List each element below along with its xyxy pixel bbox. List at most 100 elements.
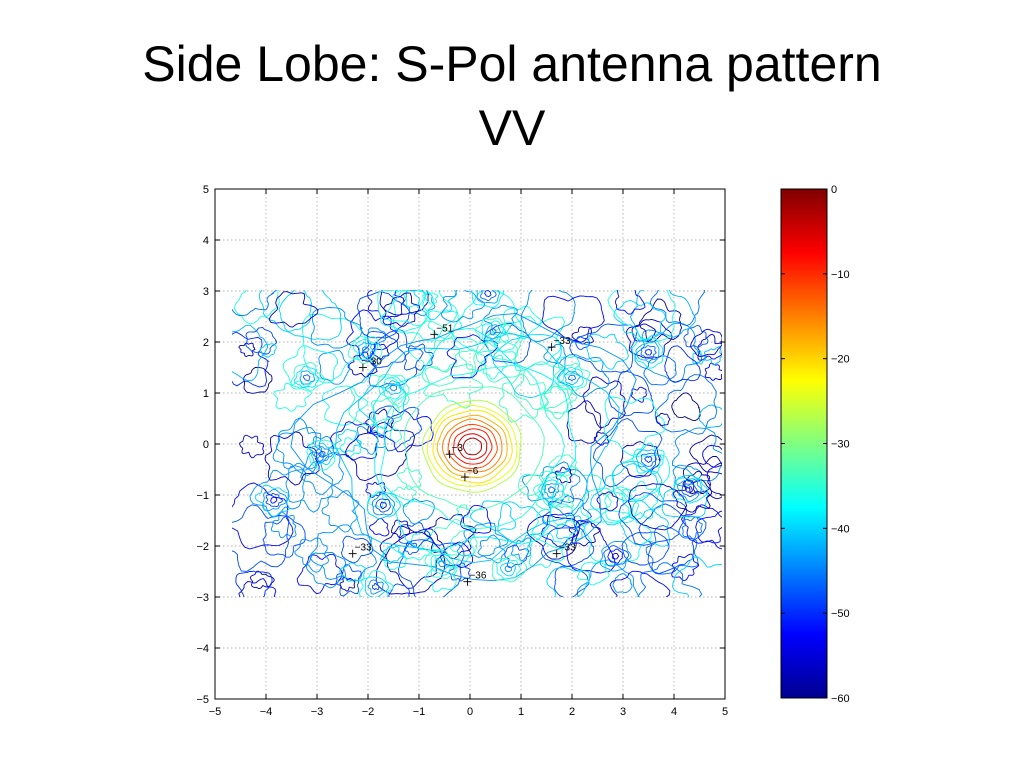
sidelobe-contour [408, 320, 479, 387]
sidelobe-contour [238, 578, 277, 597]
sidelobe-contour [692, 350, 706, 365]
slide-title: Side Lobe: S-Pol antenna pattern [142, 36, 882, 92]
feature-contour [681, 483, 698, 497]
sidelobe-contour [618, 492, 688, 546]
feature-contour [599, 540, 632, 572]
sidelobe-contour [671, 392, 701, 421]
sidelobe-contour [566, 400, 602, 444]
sidelobe-contour [238, 342, 257, 357]
sidelobe-contour [609, 570, 671, 597]
sidelobe-contour [232, 324, 269, 382]
sidelobe-contour [404, 541, 419, 555]
x-tick-label: 1 [518, 706, 524, 718]
contour-lines [232, 290, 722, 597]
sidelobe-contour [377, 290, 435, 327]
feature-contour [430, 553, 455, 576]
main-lobe-contour [441, 418, 503, 473]
ring-contour [403, 386, 545, 511]
sidelobe-contour [368, 517, 390, 537]
feature-contour [558, 367, 584, 388]
sidelobe-contour [683, 325, 709, 348]
feature-contour [640, 345, 657, 360]
feature-contour [366, 491, 401, 520]
x-tick-label: −2 [362, 706, 375, 718]
feature-contour [500, 562, 516, 577]
sidelobe-contour [513, 361, 572, 411]
sidelobe-contour [306, 551, 347, 589]
sidelobe-contour [422, 292, 439, 305]
sidelobe-contour [282, 345, 339, 389]
sidelobe-contour [690, 328, 722, 358]
sidelobe-contour [278, 290, 342, 341]
sidelobe-contour [249, 570, 275, 589]
sidelobe-contour [498, 373, 549, 423]
sidelobe-contour [546, 566, 591, 597]
y-tick-label: −1 [196, 490, 209, 502]
sidelobe-contour [554, 466, 573, 484]
sidelobe-contour [380, 290, 430, 333]
sidelobe-contour [339, 562, 366, 582]
sidelobe-contour [577, 559, 640, 597]
feature-contour [371, 582, 380, 591]
sidelobe-contour [458, 348, 487, 372]
slide-subtitle: VV [478, 100, 546, 156]
feature-contour [424, 550, 460, 580]
feature-contour [309, 442, 335, 465]
sidelobe-contour [382, 547, 408, 571]
sidelobe-contour [396, 467, 422, 491]
sidelobe-contour [643, 355, 677, 386]
sidelobe-contour [621, 531, 670, 566]
sidelobe-contour [680, 504, 722, 544]
feature-contour [377, 374, 410, 405]
feature-contour [603, 545, 630, 567]
sidelobe-contour [571, 326, 595, 345]
sidelobe-contour [427, 309, 463, 340]
feature-contour [640, 452, 658, 467]
x-tick-label: 0 [467, 706, 473, 718]
colorbar-tick-label: −40 [831, 523, 850, 535]
feature-contour [554, 362, 591, 392]
sidelobe-contour [655, 413, 671, 427]
sidelobe-contour [270, 511, 297, 539]
sidelobe-contour [345, 421, 416, 482]
sidelobe-contour [542, 495, 593, 531]
main-lobe-contour [436, 414, 508, 479]
sidelobe-contour [485, 321, 524, 362]
colorbar [780, 188, 828, 699]
main-lobe-contour [457, 433, 488, 460]
feature-contour [290, 361, 326, 392]
sidelobe-contour [368, 329, 424, 388]
sidelobe-contour [526, 532, 565, 568]
colorbar-tick-label: −20 [831, 354, 850, 366]
y-tick-label: 0 [203, 439, 209, 451]
feature-contour [480, 290, 497, 301]
annotation-label: −30 [365, 357, 382, 368]
sidelobe-contour [645, 525, 699, 575]
contour-annotations: −51 −30 −33 −3 −6 −33 −33 −36 [348, 323, 576, 586]
x-tick-label: −4 [260, 706, 273, 718]
y-tick-label: −3 [196, 592, 209, 604]
feature-contour [607, 548, 623, 564]
sidelobe-contour [638, 503, 707, 575]
x-tick-label: −1 [413, 706, 426, 718]
feature-contour [564, 371, 581, 386]
feature-contour [496, 558, 522, 580]
sidelobe-contour [268, 291, 320, 328]
sidelobe-contour [365, 408, 394, 438]
feature-contour [504, 565, 512, 573]
feature-contour [302, 374, 311, 382]
feature-contour [635, 340, 660, 364]
feature-contour [364, 576, 390, 597]
sidelobe-contour [380, 546, 404, 564]
annotation-label: −36 [469, 571, 486, 582]
y-tick-label: 5 [203, 184, 209, 196]
ring-contour [290, 313, 637, 582]
sidelobe-contour [704, 362, 722, 381]
sidelobe-contour [695, 510, 722, 550]
feature-contour [254, 484, 290, 518]
feature-contour [380, 501, 387, 510]
sidelobe-contour [398, 539, 465, 597]
feature-contour [476, 290, 500, 304]
sidelobe-contour [698, 404, 722, 428]
feature-contour [631, 337, 664, 369]
